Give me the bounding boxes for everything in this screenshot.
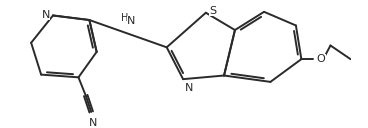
Text: N: N	[42, 10, 50, 20]
Text: N: N	[185, 83, 193, 93]
Text: O: O	[317, 54, 326, 64]
Text: H: H	[121, 13, 128, 23]
Text: N: N	[127, 16, 135, 26]
Text: N: N	[89, 118, 97, 128]
Text: S: S	[209, 6, 217, 16]
